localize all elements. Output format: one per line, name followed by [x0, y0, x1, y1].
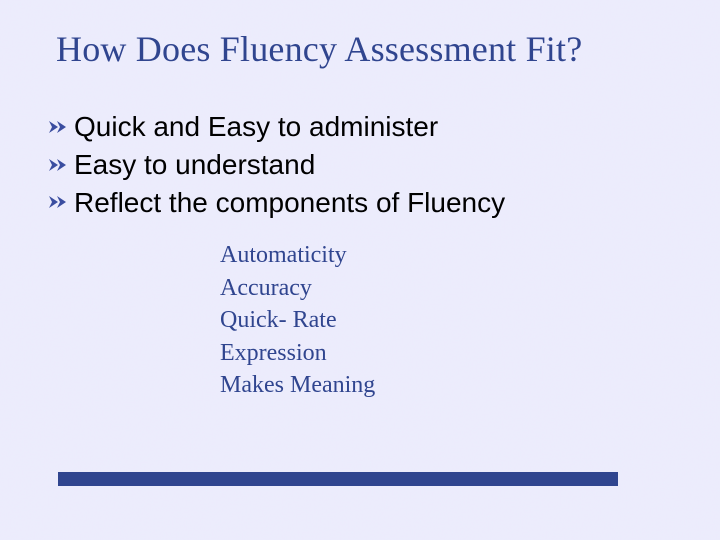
- list-item-label: Reflect the components of Fluency: [74, 184, 505, 222]
- list-item: Easy to understand: [48, 146, 680, 184]
- bullet-arrow-icon: [48, 157, 70, 173]
- sub-list: Automaticity Accuracy Quick- Rate Expres…: [0, 221, 720, 401]
- sub-list-item: Quick- Rate: [220, 304, 720, 336]
- list-item-label: Easy to understand: [74, 146, 315, 184]
- footer-accent-bar: [58, 472, 618, 486]
- sub-list-item: Accuracy: [220, 272, 720, 304]
- sub-list-item: Makes Meaning: [220, 369, 720, 401]
- slide: How Does Fluency Assessment Fit? Quick a…: [0, 0, 720, 540]
- sub-list-item: Automaticity: [220, 239, 720, 271]
- bullet-list: Quick and Easy to administer Easy to und…: [0, 80, 720, 221]
- slide-content: How Does Fluency Assessment Fit? Quick a…: [0, 0, 720, 401]
- bullet-arrow-icon: [48, 194, 70, 210]
- bullet-arrow-icon: [48, 119, 70, 135]
- sub-list-item: Expression: [220, 337, 720, 369]
- slide-title: How Does Fluency Assessment Fit?: [0, 0, 720, 80]
- list-item: Quick and Easy to administer: [48, 108, 680, 146]
- list-item-label: Quick and Easy to administer: [74, 108, 438, 146]
- list-item: Reflect the components of Fluency: [48, 184, 680, 222]
